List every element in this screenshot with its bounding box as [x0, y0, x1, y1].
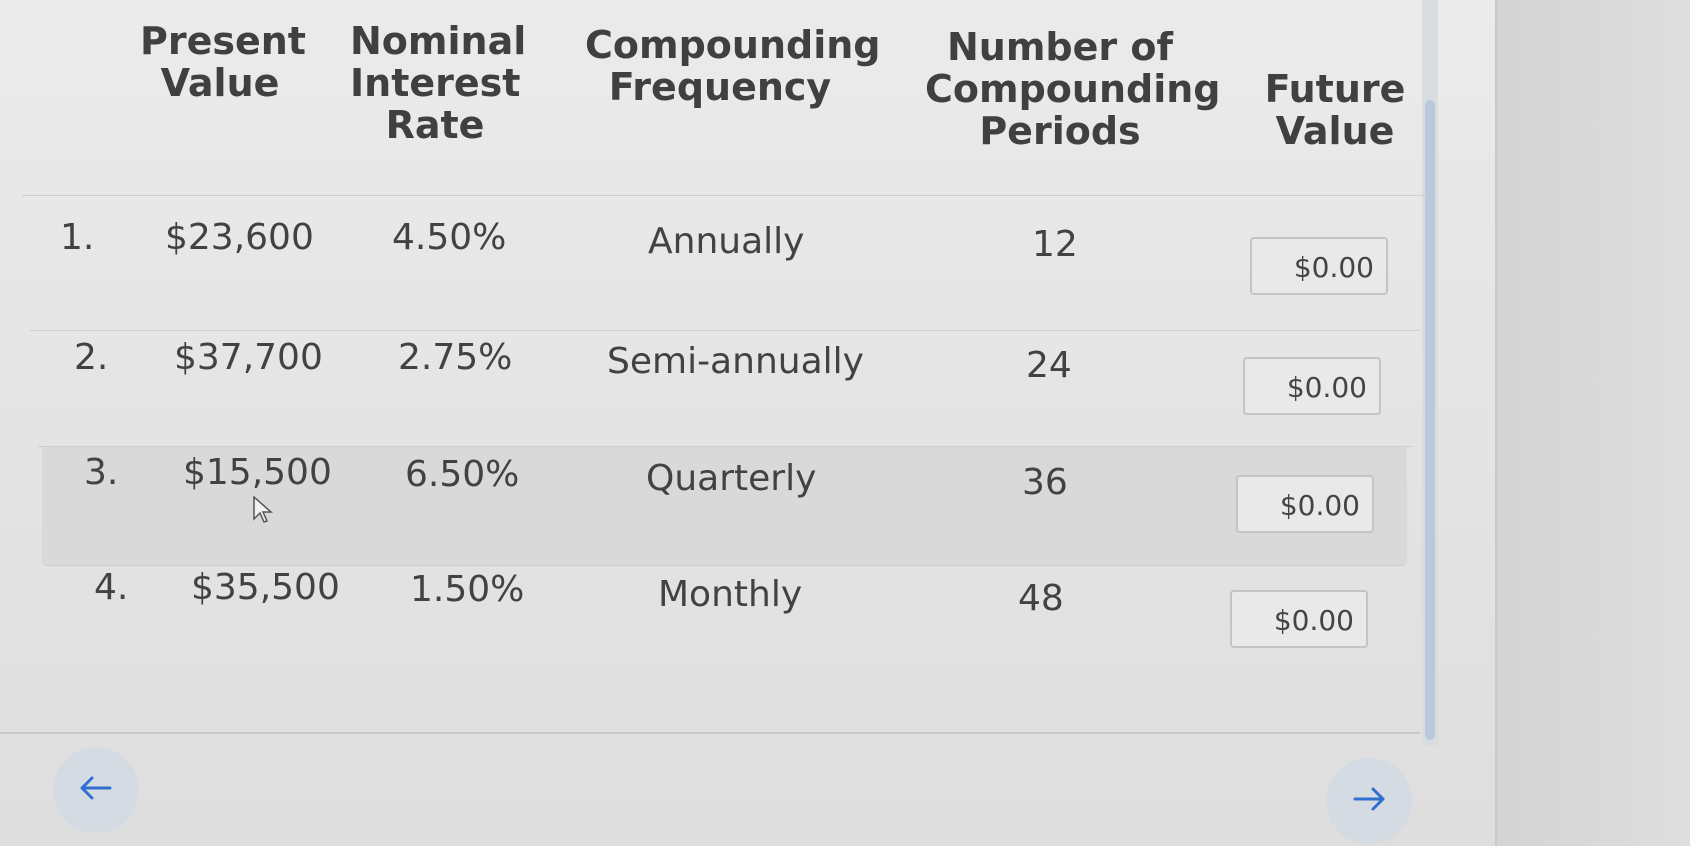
row-divider: [30, 330, 1420, 331]
row-number: 2.: [74, 337, 109, 378]
header-nominal-rate: Nominal Interest Rate: [350, 19, 527, 147]
future-value-input[interactable]: $0.00: [1243, 357, 1381, 415]
periods-cell: 24: [1026, 345, 1072, 386]
row-divider: [38, 446, 1413, 447]
next-button[interactable]: [1326, 758, 1412, 844]
present-value-cell: $15,500: [183, 452, 332, 493]
header-number-of-periods: Number of Compounding Periods: [925, 25, 1221, 153]
header-future-value: Future Value: [1264, 67, 1406, 153]
rate-cell: 1.50%: [410, 569, 525, 610]
frequency-cell: Monthly: [658, 574, 803, 615]
rate-cell: 4.50%: [392, 217, 507, 258]
arrow-left-icon: [76, 773, 116, 807]
future-value-input[interactable]: $0.00: [1230, 590, 1368, 648]
row-number: 1.: [60, 217, 95, 258]
header-compounding-frequency: Compounding Frequency: [585, 23, 881, 109]
periods-cell: 48: [1018, 578, 1064, 619]
frequency-cell: Semi-annually: [607, 341, 864, 382]
future-value-input[interactable]: $0.00: [1236, 475, 1374, 533]
row-highlight: [42, 447, 1407, 565]
mouse-cursor-icon: [252, 495, 276, 529]
row-number: 4.: [94, 567, 129, 608]
periods-cell: 12: [1032, 224, 1078, 265]
frequency-cell: Quarterly: [646, 458, 817, 499]
row-divider: [22, 195, 1427, 196]
present-value-cell: $23,600: [165, 217, 314, 258]
periods-cell: 36: [1022, 462, 1068, 503]
row-number: 3.: [84, 452, 119, 493]
background-area: [1497, 0, 1690, 846]
frequency-cell: Annually: [648, 221, 805, 262]
rate-cell: 6.50%: [405, 454, 520, 495]
arrow-right-icon: [1349, 784, 1389, 818]
row-divider: [45, 565, 1405, 566]
header-present-value: Present Value: [140, 19, 306, 105]
previous-button[interactable]: [53, 747, 139, 833]
worksheet-panel: [0, 0, 1497, 846]
rate-cell: 2.75%: [398, 337, 513, 378]
footer-divider: [0, 732, 1420, 734]
future-value-input[interactable]: $0.00: [1250, 237, 1388, 295]
present-value-cell: $37,700: [174, 337, 323, 378]
scrollbar-thumb[interactable]: [1425, 100, 1435, 740]
present-value-cell: $35,500: [191, 567, 340, 608]
